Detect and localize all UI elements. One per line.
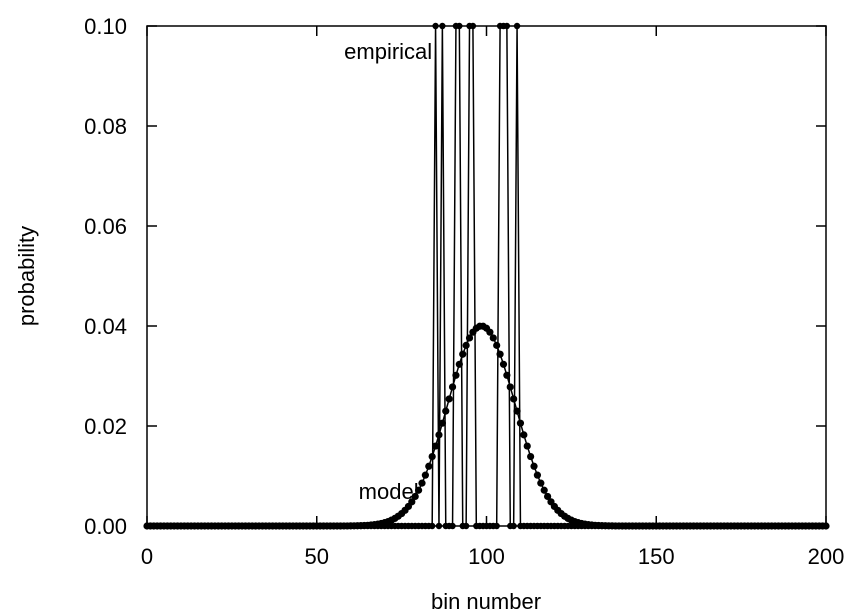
x-tick-label: 100 xyxy=(468,544,505,569)
model-point xyxy=(438,419,446,427)
model-point xyxy=(533,471,542,479)
plot-frame xyxy=(146,25,827,527)
empirical-point xyxy=(435,522,443,530)
y-tick-label: 0.04 xyxy=(84,314,127,339)
empirical-point xyxy=(449,522,456,530)
model-point xyxy=(537,479,545,487)
model-point xyxy=(489,334,497,342)
empirical-point xyxy=(432,22,439,30)
model-point xyxy=(411,492,419,501)
empirical-point xyxy=(469,22,477,30)
model-point xyxy=(513,407,521,415)
model-point xyxy=(506,383,514,391)
model-point xyxy=(510,395,518,403)
model-point xyxy=(465,334,474,342)
y-tick-label: 0.02 xyxy=(84,414,127,439)
x-tick-label: 150 xyxy=(638,544,675,569)
model-point xyxy=(822,522,830,530)
annotation-model: model xyxy=(359,479,419,504)
model-point xyxy=(496,350,504,358)
x-axis-title: bin number xyxy=(431,589,541,614)
model-point xyxy=(527,452,535,461)
y-tick-label: 0.06 xyxy=(84,214,127,239)
model-point xyxy=(455,360,463,368)
model-point xyxy=(408,498,416,506)
y-tick-label: 0.10 xyxy=(84,14,127,39)
empirical-point xyxy=(493,522,500,530)
model-point xyxy=(418,479,426,487)
x-tick-label: 200 xyxy=(808,544,845,569)
model-line xyxy=(147,325,826,527)
model-point xyxy=(442,407,450,415)
empirical-point xyxy=(456,22,463,30)
y-axis-title: probability xyxy=(14,226,39,326)
model-point xyxy=(445,395,453,403)
model-point xyxy=(459,350,467,358)
model-point xyxy=(425,462,433,470)
model-point xyxy=(530,462,538,470)
model-point xyxy=(516,419,525,427)
empirical-point xyxy=(513,22,521,30)
x-tick-label: 50 xyxy=(305,544,329,569)
model-point xyxy=(503,371,511,379)
model-point xyxy=(540,486,548,494)
y-tick-label: 0.08 xyxy=(84,114,127,139)
empirical-line xyxy=(147,25,826,527)
y-tick-label: 0.00 xyxy=(84,514,127,539)
model-point xyxy=(452,371,460,379)
model-series xyxy=(143,322,830,530)
model-point xyxy=(428,452,436,461)
empirical-point xyxy=(510,522,517,530)
model-point xyxy=(520,431,528,439)
empirical-point xyxy=(462,522,470,530)
model-point xyxy=(486,328,494,336)
model-point xyxy=(431,442,440,450)
empirical-point xyxy=(428,522,436,530)
x-tick-label: 0 xyxy=(141,544,153,569)
model-point xyxy=(523,442,531,450)
model-point xyxy=(435,431,443,439)
annotation-empirical: empirical xyxy=(344,39,432,64)
model-point xyxy=(421,471,429,479)
model-point xyxy=(415,486,423,494)
model-point xyxy=(462,341,470,349)
empirical-point xyxy=(439,22,446,30)
empirical-point xyxy=(503,22,511,30)
axis-ticks: 0 50 100 150 200 0.00 0.02 0.04 0.06 0.08 0.10 xyxy=(84,14,844,569)
model-point xyxy=(493,341,501,349)
model-point xyxy=(448,383,457,391)
model-point xyxy=(544,492,552,501)
model-point xyxy=(499,360,508,368)
empirical-series xyxy=(143,22,830,530)
